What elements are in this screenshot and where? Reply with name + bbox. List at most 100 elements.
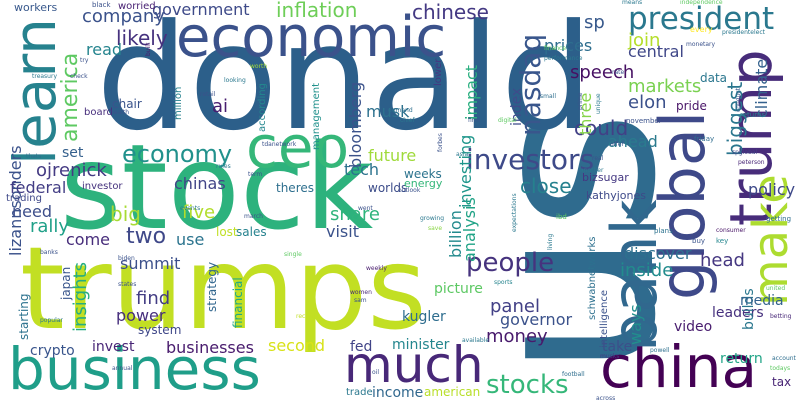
word-rally: rally [30,216,70,237]
word-people: people [466,248,555,278]
word-pride: pride [676,99,707,113]
word-inside: inside [620,260,674,281]
word-chinese: chinese [412,0,489,24]
word-offer: offer [610,141,624,148]
word-returns: returns [740,111,766,119]
word-women: women [350,289,372,296]
word-single: single [284,251,302,258]
word-second: second [268,336,326,355]
word-panel: panel [490,296,540,317]
word-asia: asia [456,151,469,158]
word-tech: tech [344,160,380,179]
word-chair: chair [112,97,142,111]
word-ibd: ibd [556,213,567,221]
word-intelligence: intelligence [599,289,610,348]
word-banks: banks [40,249,58,256]
word-data: data [700,71,728,85]
word-black: black [92,1,111,9]
word-two: two [126,224,167,249]
word-million: million [173,86,184,120]
word-use: use [176,230,205,249]
word-federal: federal [10,178,67,197]
word-bloomberg: bloomberg [346,81,365,168]
word-states: states [118,281,137,288]
word-betting: betting [770,313,792,320]
word-sports: sports [494,279,513,286]
word-powell: powell [650,347,670,354]
word-looking: looking [224,77,246,84]
word-speech: speech [570,62,635,83]
word-invest: invest [92,339,135,355]
word-discover: discover [624,244,692,263]
word-ceo: ceo [246,113,350,181]
word-picture: picture [434,281,483,297]
word-leaders: leaders [712,305,764,321]
word-join: join [628,30,661,51]
word-strategy: strategy [205,261,219,312]
word-performance: performance [544,55,583,62]
word-account: account [772,355,796,362]
word-musks: musks [600,353,620,360]
word-monetary: monetary [686,41,716,48]
word-impact: impact [462,64,481,120]
word-march: march [244,213,263,220]
word-markets: markets [628,76,702,97]
word-annual: annual [112,365,133,372]
word-government: government [152,0,250,19]
word-minister: minister [392,337,450,353]
word-todays: todays [770,365,791,372]
word-five: five [182,202,216,223]
word-could: could [574,116,629,140]
word-tax: tax [772,375,792,389]
word-take: take [602,339,633,355]
word-policy: policy [748,180,796,199]
word-big: big [110,202,141,226]
word-weeks: weeks [404,167,442,181]
word-getting: getting [766,215,792,223]
word-peterson: peterson [738,159,765,166]
word-economic: economic [176,5,447,70]
word-starting: starting [17,293,31,340]
word-consumer: consumer [716,227,746,234]
word-analysis: analysis [460,197,479,262]
word-lost: lost [216,225,238,239]
word-america: america [58,52,83,142]
word-events: events [180,205,201,212]
word-video: video [674,319,713,335]
word-sam: sam [354,297,367,304]
word-health: health [110,109,129,116]
word-insights: insights [70,261,91,332]
word-november: november [626,117,662,125]
word-businesses: businesses [166,338,254,357]
word-worth: worth [250,63,268,70]
word-united: united [766,285,786,292]
word-come: come [66,230,111,249]
word-american: american [424,385,481,399]
word-power: power [116,306,166,325]
word-fed: fed [350,339,373,355]
word-find: find [136,288,171,309]
word-return: return [720,351,763,367]
word-expectations: expectations [511,193,518,232]
word-digital: digital [498,117,517,124]
word-chief: chief [400,117,415,124]
word-forbes: forbes [437,133,444,152]
word-stocks: stocks [486,370,569,400]
word-schwabnetworks: schwabnetworks [587,236,598,320]
word-lower: lower [433,58,444,86]
word-every: every [690,25,713,34]
word-read: read [86,40,123,59]
word-china: china [600,333,758,400]
word-company: company [82,6,165,27]
word-rules: rules [216,163,231,170]
word-save: save [428,225,443,232]
word-demand: demand [388,107,413,114]
word-ai: ai [212,96,229,117]
word-treasury: treasury [32,73,58,80]
word-stock: stock [60,118,374,256]
word-management: management [311,83,322,150]
word-buy: buy [692,237,706,245]
word-elon: elon [628,92,667,113]
word-real: real [592,155,604,162]
